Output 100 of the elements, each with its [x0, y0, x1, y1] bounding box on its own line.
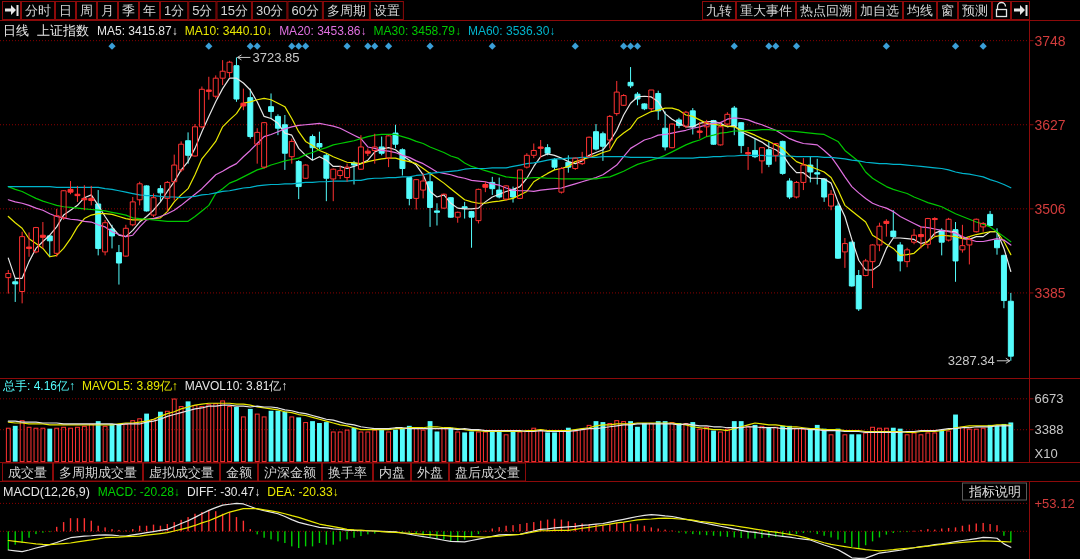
bar [953, 414, 958, 462]
text: 总手: 4.16亿↑ [2, 379, 76, 393]
candlestick [606, 114, 613, 149]
chart-title: MACD(12,26,9) [3, 485, 90, 499]
bar [496, 431, 502, 462]
candlestick [682, 110, 689, 129]
bar [641, 423, 647, 462]
bar [296, 417, 302, 462]
bar [731, 421, 737, 462]
candlestick [945, 217, 952, 242]
series-label: DIFF: -30.47↓ [186, 485, 261, 499]
text: MA20: 3453.86↓ [279, 24, 367, 38]
candlestick [46, 234, 53, 257]
bar [462, 432, 468, 462]
bar [247, 408, 253, 462]
candlestick [268, 92, 275, 119]
text: 月 [101, 3, 114, 19]
bar [164, 410, 170, 463]
bar [807, 428, 813, 462]
line-series [7, 154, 1012, 199]
bar [476, 431, 481, 463]
candlestick [717, 122, 724, 147]
bar [54, 427, 60, 463]
candlestick [758, 147, 765, 174]
text: 设置 [373, 3, 400, 19]
candlestick [323, 152, 330, 202]
bar [171, 398, 177, 463]
bar [552, 432, 557, 462]
bar [157, 411, 163, 462]
bar [655, 421, 661, 462]
bar [531, 427, 537, 463]
text: MA10: 3440.10↓ [184, 24, 273, 38]
candlestick [696, 121, 703, 140]
bar [61, 426, 67, 463]
series-label: DEA: -20.33↓ [267, 485, 339, 499]
text: 指标说明 [967, 485, 1021, 499]
candlestick [669, 122, 676, 149]
candlestick [883, 218, 890, 238]
candlestick [427, 171, 434, 228]
text: 沪深金额 [264, 464, 316, 480]
candlestick [987, 210, 994, 227]
text: 多周期成交量 [59, 464, 137, 480]
candlestick [122, 224, 129, 258]
text: 1分 [164, 3, 185, 19]
bar [607, 423, 613, 463]
bar [863, 432, 869, 463]
bar [151, 419, 156, 463]
bar [586, 424, 592, 463]
bar [234, 407, 239, 462]
text: 内盘 [379, 464, 405, 480]
text: 5分 [192, 3, 213, 19]
candlestick [288, 138, 295, 165]
chart-title: 上证指数 [37, 24, 89, 38]
candlestick [724, 111, 731, 126]
bar [1001, 423, 1007, 462]
text: 热点回溯 [800, 3, 852, 19]
candlestick [295, 159, 302, 200]
candlestick [503, 184, 510, 201]
bar [358, 431, 364, 463]
bar [344, 429, 350, 463]
candlestick [454, 211, 461, 224]
bar [600, 422, 606, 462]
text: 分时 [25, 3, 51, 19]
bar [406, 425, 412, 462]
series-label: MAVOL10: 3.81亿↑ [184, 379, 288, 393]
bar [662, 421, 668, 462]
bar [393, 429, 398, 462]
bar [5, 427, 11, 463]
bar [690, 422, 696, 462]
bar [773, 426, 779, 463]
bar [282, 411, 288, 462]
text: 加自选 [860, 3, 899, 19]
candlestick [302, 163, 309, 180]
candlestick [385, 134, 392, 168]
candlestick [440, 193, 447, 210]
candlestick [136, 181, 143, 206]
y-tick-label: 3388 [1034, 422, 1064, 438]
bar [399, 428, 405, 462]
text: 盘后成交量 [455, 464, 520, 480]
candlestick [12, 277, 19, 303]
text: MA5: 3415.87↓ [97, 24, 178, 38]
candlestick [627, 66, 634, 89]
bar [1008, 422, 1014, 462]
candlestick [351, 160, 357, 186]
candlestick [164, 180, 171, 213]
bar [123, 423, 129, 463]
bar [697, 428, 703, 463]
bar [987, 424, 993, 462]
candlestick [233, 56, 240, 103]
text: 九转 [706, 3, 732, 19]
text: +53.12 [1034, 496, 1075, 512]
candlestick [703, 119, 710, 138]
bar [441, 427, 447, 463]
candlestick [433, 202, 440, 227]
candlestick [516, 169, 523, 200]
bar [897, 428, 903, 462]
candlestick [240, 88, 247, 111]
candlestick [129, 196, 136, 227]
bar [738, 421, 744, 462]
text: 金额 [226, 464, 252, 480]
